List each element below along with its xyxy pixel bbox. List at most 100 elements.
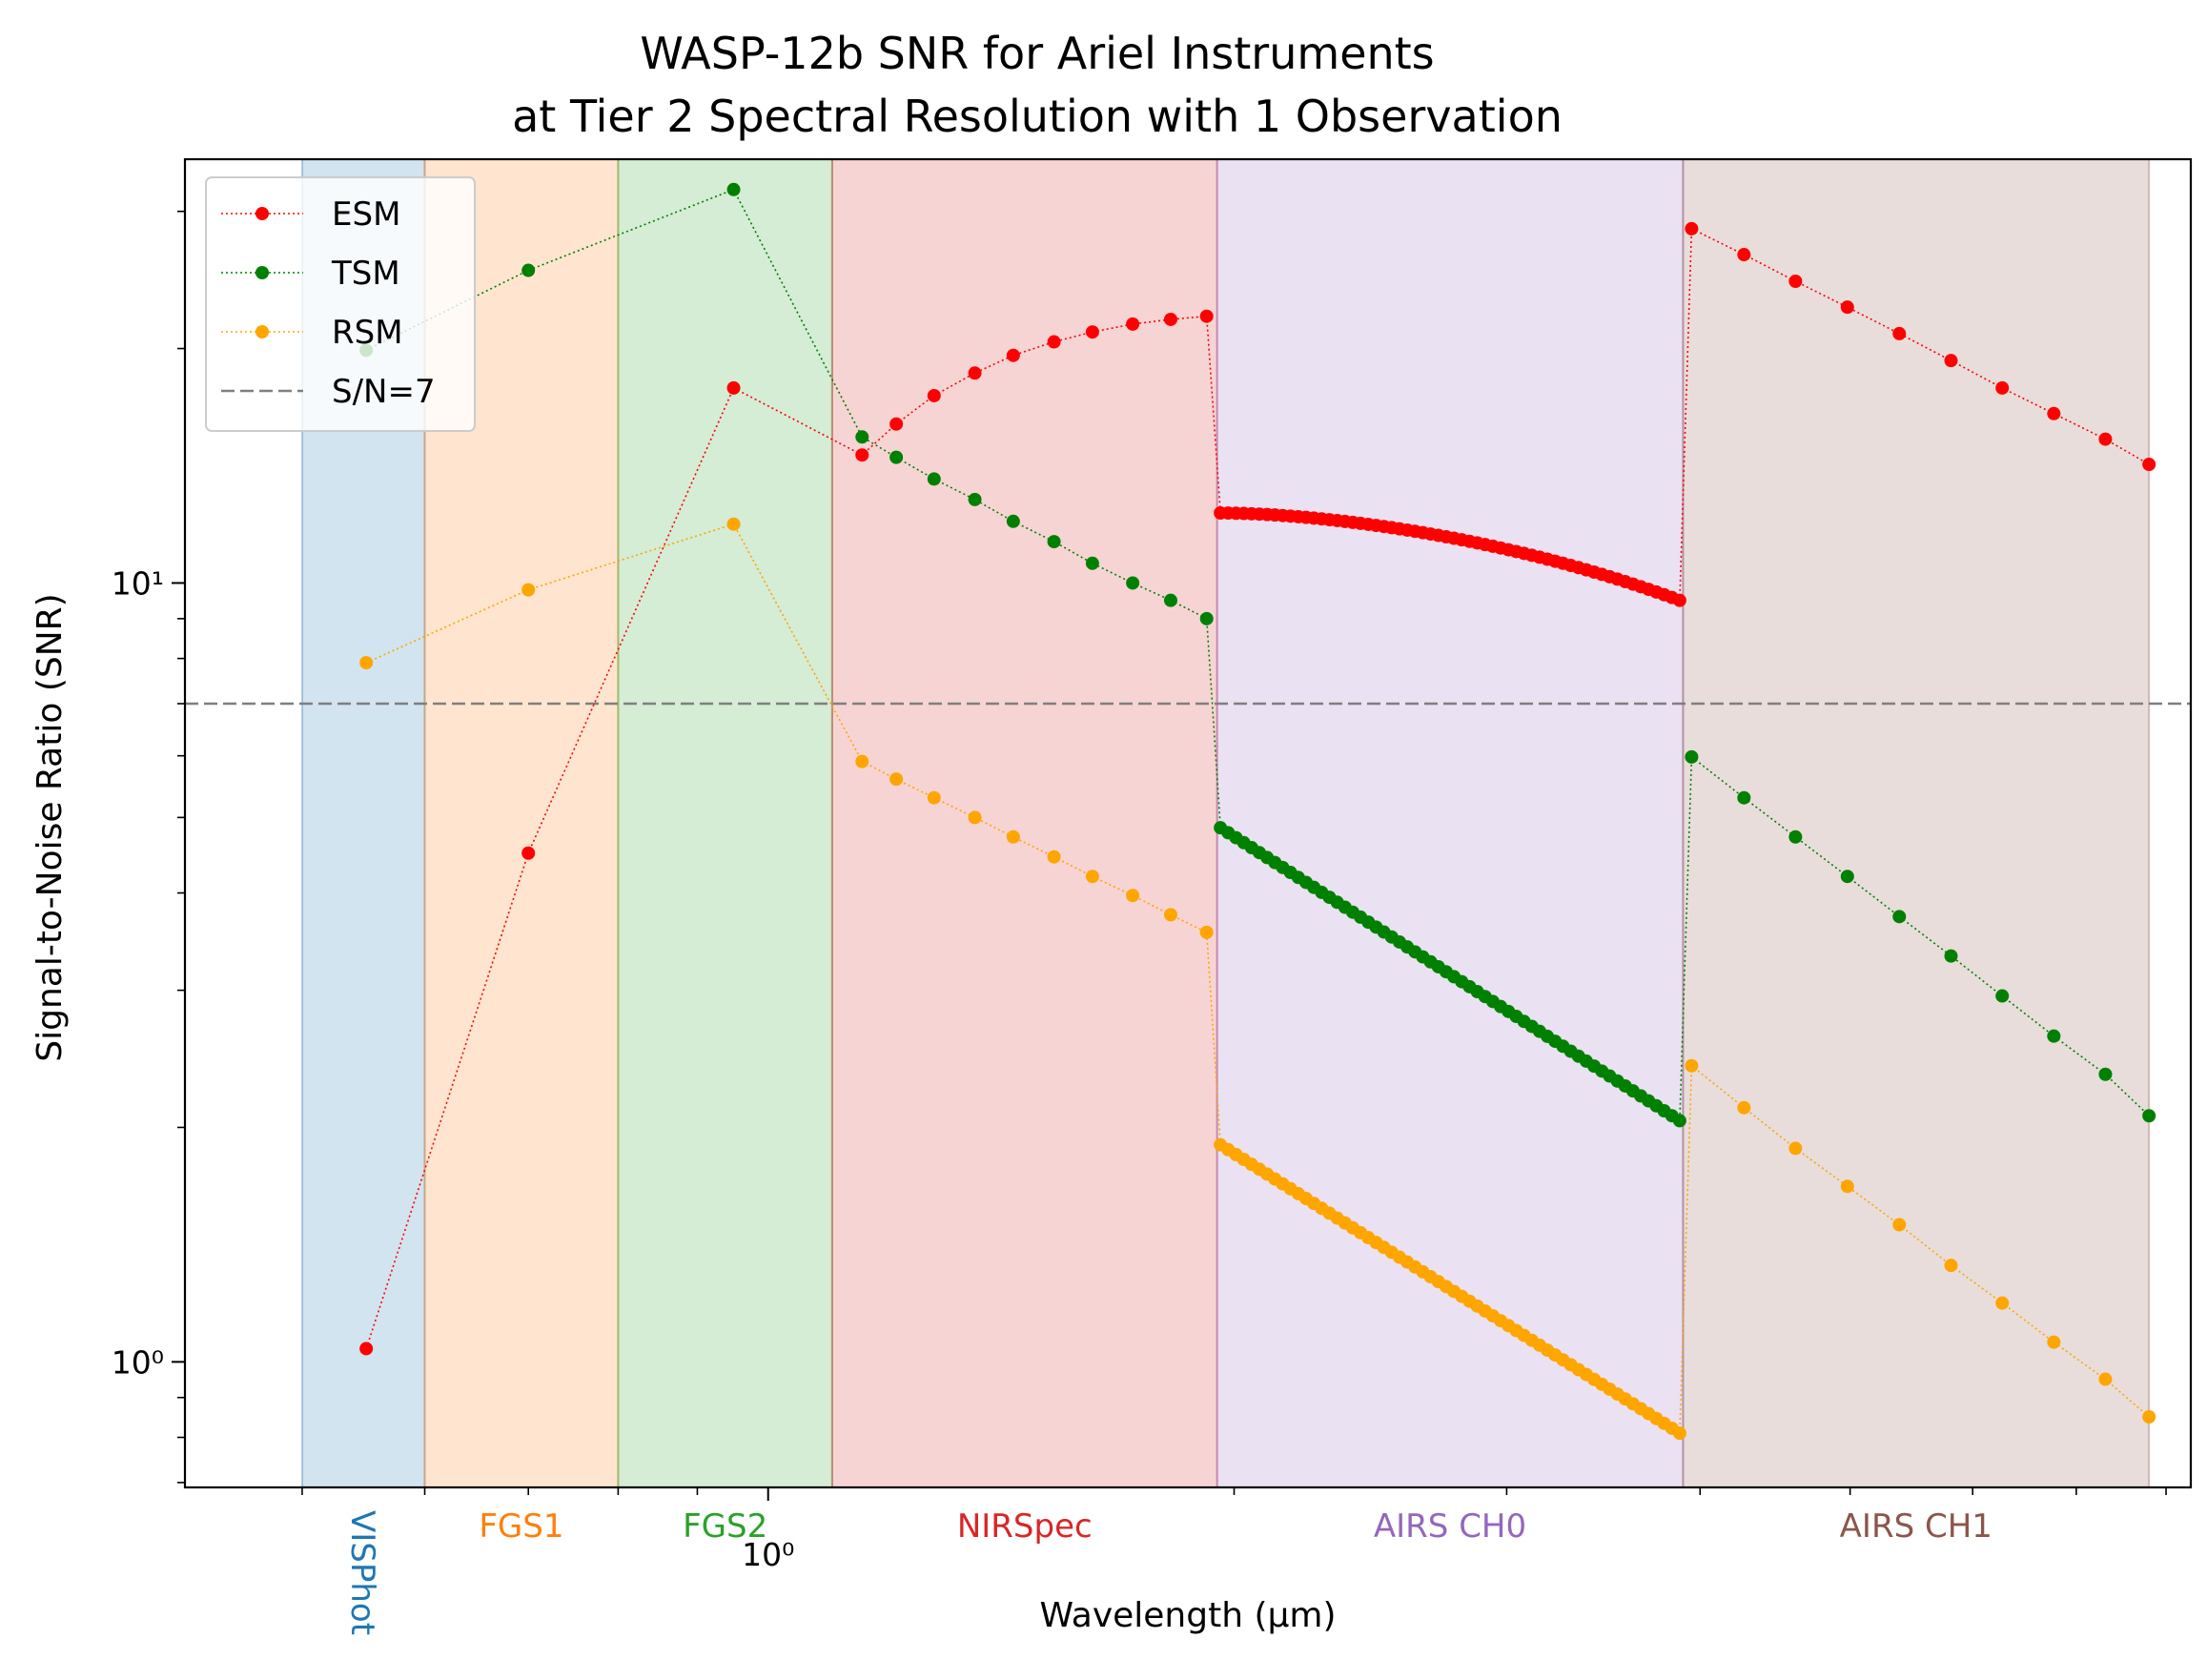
band-label-fgs1: FGS1 [479, 1507, 563, 1546]
point-tsm-81 [2098, 1067, 2113, 1081]
point-tsm-3 [855, 430, 869, 444]
point-esm-6 [968, 366, 982, 380]
point-esm-11 [1163, 312, 1177, 326]
legend: ESM TSM RSM S/N=7 [205, 176, 476, 432]
point-esm-72 [1672, 593, 1686, 607]
point-esm-10 [1126, 317, 1140, 331]
point-rsm-2 [726, 517, 741, 531]
point-esm-8 [1047, 335, 1061, 349]
point-rsm-79 [1995, 1296, 2010, 1310]
legend-marker-tsm [255, 266, 269, 279]
band-label-airs-ch1: AIRS CH1 [1840, 1507, 1992, 1546]
point-rsm-5 [927, 790, 941, 805]
band-label-nirspec: NIRSpec [957, 1507, 1093, 1546]
band-label-fgs2: FGS2 [683, 1507, 767, 1546]
point-esm-82 [2142, 458, 2156, 472]
legend-label-s-n-7: S/N=7 [332, 373, 436, 411]
point-esm-81 [2098, 432, 2113, 446]
point-tsm-78 [1944, 949, 1958, 963]
point-rsm-4 [889, 772, 904, 787]
point-rsm-1 [521, 583, 536, 597]
band-airs-ch1 [1682, 158, 2151, 1488]
point-tsm-4 [889, 450, 904, 464]
point-tsm-73 [1685, 749, 1699, 764]
point-esm-78 [1944, 354, 1958, 368]
point-esm-4 [889, 417, 904, 431]
legend-label-tsm: TSM [331, 255, 400, 293]
point-tsm-5 [927, 472, 941, 486]
point-tsm-80 [2047, 1029, 2061, 1043]
point-rsm-76 [1840, 1179, 1854, 1194]
legend-marker-esm [255, 207, 269, 220]
point-rsm-9 [1085, 870, 1099, 884]
point-esm-7 [1006, 348, 1020, 362]
point-tsm-1 [521, 263, 536, 277]
point-esm-79 [1995, 380, 2010, 395]
point-rsm-6 [968, 810, 982, 825]
point-rsm-75 [1788, 1141, 1803, 1156]
legend-label-esm: ESM [332, 195, 400, 234]
point-tsm-8 [1047, 535, 1061, 549]
point-rsm-81 [2098, 1372, 2113, 1386]
point-rsm-72 [1672, 1426, 1686, 1441]
chart-subtitle: at Tier 2 Spectral Resolution with 1 Obs… [512, 91, 1563, 142]
band-fgs2 [617, 158, 833, 1488]
series-group [359, 182, 2156, 1441]
y-axis-label: Signal-to-Noise Ratio (SNR) [31, 593, 70, 1061]
point-rsm-10 [1126, 889, 1140, 903]
chart-title: WASP-12b SNR for Ariel Instruments [640, 28, 1434, 79]
axes-group: 10⁰ 10¹ 10⁰ [112, 157, 2193, 1573]
point-esm-3 [855, 448, 869, 462]
point-tsm-74 [1737, 790, 1751, 805]
point-esm-5 [927, 388, 941, 402]
y-tick-label: 10¹ [112, 564, 164, 602]
band-label-visphot: VISPhot [343, 1510, 381, 1635]
y-tick-label: 10⁰ [112, 1343, 164, 1381]
point-tsm-12 [1199, 611, 1214, 625]
point-rsm-82 [2142, 1410, 2156, 1424]
point-tsm-10 [1126, 576, 1140, 590]
point-tsm-76 [1840, 870, 1854, 884]
legend-marker-rsm [255, 325, 269, 338]
band-label-group: VISPhot FGS1 FGS2 NIRSpec AIRS CH0 AIRS CH1 [343, 1507, 1992, 1635]
instrument-bands [300, 158, 2151, 1488]
x-tick-label: 10⁰ [742, 1536, 794, 1573]
point-tsm-82 [2142, 1109, 2156, 1123]
point-esm-76 [1840, 300, 1854, 315]
point-tsm-72 [1672, 1114, 1686, 1128]
point-rsm-80 [2047, 1335, 2061, 1349]
band-nirspec [830, 158, 1218, 1488]
point-esm-12 [1199, 309, 1214, 323]
point-tsm-79 [1995, 989, 2010, 1003]
band-label-airs-ch0: AIRS CH0 [1374, 1507, 1526, 1546]
point-esm-80 [2047, 406, 2061, 420]
point-esm-77 [1892, 326, 1907, 340]
point-rsm-12 [1199, 925, 1214, 939]
point-tsm-7 [1006, 514, 1020, 528]
x-axis-label: Wavelength (μm) [1039, 1596, 1336, 1635]
point-tsm-75 [1788, 830, 1803, 844]
point-rsm-78 [1944, 1259, 1958, 1273]
point-esm-1 [521, 846, 536, 860]
point-tsm-6 [968, 492, 982, 506]
point-rsm-73 [1685, 1058, 1699, 1073]
point-rsm-8 [1047, 850, 1061, 864]
point-tsm-77 [1892, 910, 1907, 924]
point-tsm-11 [1163, 593, 1177, 607]
point-rsm-77 [1892, 1218, 1907, 1232]
point-rsm-3 [855, 754, 869, 768]
point-esm-9 [1085, 325, 1099, 339]
legend-label-rsm: RSM [332, 314, 403, 352]
point-esm-2 [726, 380, 741, 395]
point-rsm-74 [1737, 1100, 1751, 1115]
point-esm-75 [1788, 274, 1803, 288]
point-esm-74 [1737, 248, 1751, 262]
point-rsm-11 [1163, 908, 1177, 922]
plot-frame [183, 157, 2193, 1489]
legend-box [205, 176, 476, 432]
point-esm-0 [359, 1342, 374, 1356]
point-esm-73 [1685, 221, 1699, 236]
point-rsm-7 [1006, 830, 1020, 844]
point-rsm-0 [359, 656, 374, 670]
